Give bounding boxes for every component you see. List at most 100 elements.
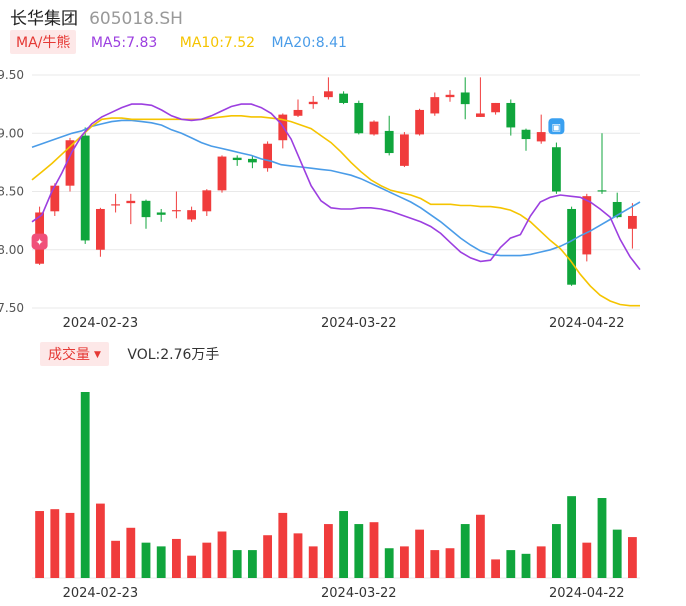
candle-body bbox=[506, 102, 516, 128]
candle-body bbox=[597, 190, 607, 192]
candle-body bbox=[445, 94, 455, 98]
y-tick-label: 7.50 bbox=[0, 301, 24, 315]
volume-bar bbox=[627, 537, 637, 578]
y-tick-label: 8.00 bbox=[0, 243, 24, 257]
volume-bar bbox=[339, 511, 349, 578]
ma10-line bbox=[31, 115, 640, 307]
volume-bar bbox=[293, 533, 303, 578]
candle-body bbox=[475, 113, 485, 117]
candle-body bbox=[567, 208, 577, 285]
volume-bar bbox=[187, 555, 197, 578]
bull-marker-icon-glyph: ✦ bbox=[35, 238, 43, 249]
volume-bar bbox=[126, 527, 136, 578]
candle-body bbox=[126, 200, 136, 204]
volume-bar bbox=[612, 529, 622, 578]
candle-body bbox=[141, 200, 151, 218]
volume-bar bbox=[354, 524, 364, 578]
candle-body bbox=[536, 132, 546, 142]
volume-selector-label: 成交量 bbox=[48, 347, 90, 363]
volume-bar bbox=[35, 511, 45, 578]
candle-body bbox=[308, 101, 318, 105]
volume-bar bbox=[506, 550, 516, 578]
volume-bar bbox=[278, 512, 288, 578]
volume-selector-button[interactable]: 成交量 ▼ bbox=[40, 342, 109, 366]
volume-bar bbox=[384, 548, 394, 578]
volume-bar bbox=[475, 514, 485, 578]
candle-body bbox=[627, 215, 637, 229]
candle-body bbox=[247, 158, 257, 163]
candle-body bbox=[50, 185, 60, 212]
y-tick-label: 9.50 bbox=[0, 68, 24, 82]
candle-body bbox=[415, 109, 425, 135]
volume-bar bbox=[536, 546, 546, 578]
volume-bar bbox=[217, 531, 227, 578]
bear-marker-icon-glyph: ▣ bbox=[552, 122, 561, 133]
candle-body bbox=[384, 130, 394, 154]
volume-value: VOL:2.76万手 bbox=[127, 347, 220, 363]
volume-bar bbox=[521, 553, 531, 578]
candle-body bbox=[551, 147, 561, 192]
y-tick-label: 8.50 bbox=[0, 185, 24, 199]
ma10-legend: MA10:7.52 bbox=[179, 35, 256, 51]
volume-bar bbox=[80, 392, 90, 578]
stock-name: 长华集团 bbox=[10, 9, 78, 29]
ma5-line bbox=[31, 103, 641, 271]
ma-legend: MA/牛熊 MA5:7.83 MA10:7.52 MA20:8.41 bbox=[10, 30, 347, 54]
y-tick-label: 9.00 bbox=[0, 126, 24, 140]
volume-bar bbox=[65, 512, 75, 578]
ma20-legend: MA20:8.41 bbox=[271, 35, 347, 51]
volume-bar bbox=[141, 542, 151, 578]
volume-bar bbox=[551, 524, 561, 578]
candle-body bbox=[354, 102, 364, 134]
stock-title: 长华集团 605018.SH bbox=[10, 4, 183, 29]
volume-bar bbox=[597, 498, 607, 578]
caret-down-icon: ▼ bbox=[94, 350, 101, 360]
bear-marker-icon bbox=[548, 118, 565, 135]
volume-bar bbox=[202, 542, 212, 578]
candle-body bbox=[171, 210, 181, 212]
candle-body bbox=[369, 121, 379, 135]
candle-body bbox=[521, 129, 531, 140]
ma-selector-button[interactable]: MA/牛熊 bbox=[10, 30, 77, 54]
bull-marker-icon bbox=[31, 233, 48, 250]
x-tick-label: 2024-02-23 bbox=[63, 316, 139, 331]
candle-body bbox=[202, 190, 212, 212]
ma5-legend: MA5:7.83 bbox=[90, 35, 158, 51]
volume-bar bbox=[445, 548, 455, 578]
volume-bar bbox=[95, 503, 105, 578]
candle-body bbox=[187, 210, 197, 220]
volume-bar bbox=[460, 524, 470, 578]
candle-body bbox=[399, 134, 409, 166]
volume-bar bbox=[232, 550, 242, 578]
volume-bar bbox=[369, 522, 379, 578]
candle-body bbox=[491, 102, 501, 113]
candle-body bbox=[232, 157, 242, 161]
candle-body bbox=[460, 92, 470, 105]
volume-bar bbox=[308, 546, 318, 578]
volume-bar bbox=[50, 509, 60, 578]
candle-body bbox=[612, 201, 622, 218]
volume-bar bbox=[111, 540, 121, 578]
volume-legend: 成交量 ▼ VOL:2.76万手 bbox=[40, 342, 219, 366]
volume-bar bbox=[491, 559, 501, 578]
candle-body bbox=[80, 135, 90, 241]
volume-bar bbox=[430, 550, 440, 578]
x-tick-label: 2024-03-22 bbox=[321, 586, 397, 601]
volume-bar bbox=[323, 524, 333, 578]
x-tick-label: 2024-02-23 bbox=[63, 586, 139, 601]
volume-bar bbox=[171, 538, 181, 578]
candle-body bbox=[582, 196, 592, 255]
ma20-line bbox=[31, 119, 641, 257]
candle-body bbox=[156, 212, 166, 215]
x-tick-label: 2024-03-22 bbox=[321, 316, 397, 331]
volume-bar bbox=[567, 496, 577, 578]
candle-body bbox=[339, 93, 349, 103]
candle-body bbox=[430, 97, 440, 114]
volume-bar bbox=[263, 535, 273, 578]
volume-bar bbox=[415, 529, 425, 578]
volume-bar bbox=[156, 546, 166, 578]
candle-body bbox=[293, 109, 303, 116]
stock-code: 605018.SH bbox=[89, 9, 183, 29]
candle-body bbox=[65, 140, 75, 186]
